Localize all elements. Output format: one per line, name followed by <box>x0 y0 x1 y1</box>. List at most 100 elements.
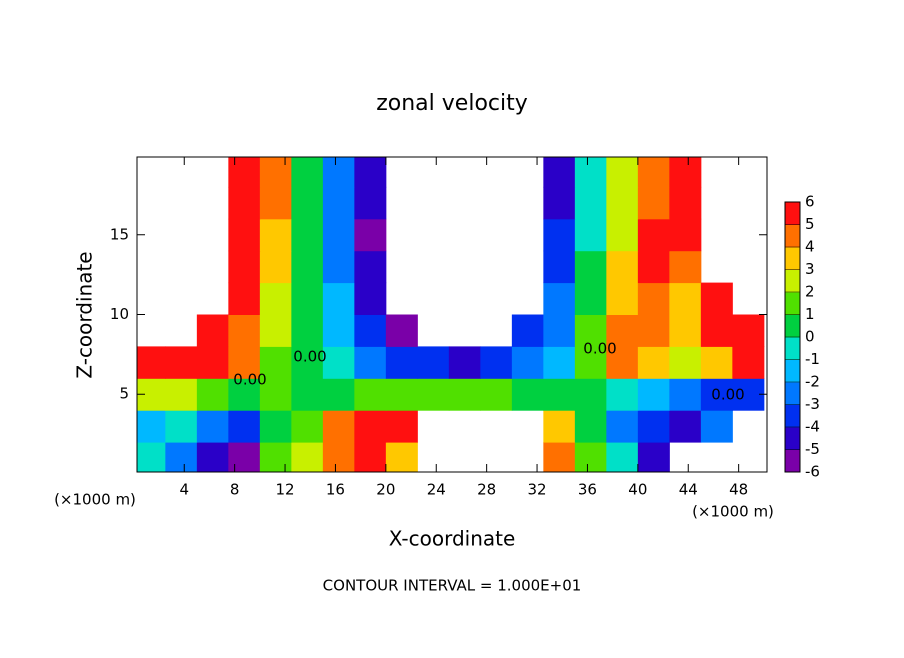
colorbar-label: -3 <box>805 395 820 413</box>
field-cell <box>322 378 355 411</box>
field-cell <box>291 250 324 284</box>
field-cell <box>291 157 324 188</box>
field-cell <box>543 282 576 315</box>
field-cell <box>228 442 261 472</box>
field-cell <box>228 186 261 220</box>
field-cell <box>543 378 576 411</box>
x-tick-label: 36 <box>578 481 597 499</box>
field-cell <box>385 410 418 443</box>
field-cell <box>700 410 733 443</box>
colorbar-label: 4 <box>805 238 815 256</box>
field-cell <box>637 157 670 188</box>
field-cell <box>385 346 418 379</box>
field-cell <box>700 282 733 315</box>
field-cell <box>637 378 670 411</box>
field-cell <box>669 157 702 188</box>
field-cell <box>385 378 418 411</box>
x-tick-label: 16 <box>326 481 345 499</box>
field-cell <box>259 442 292 472</box>
colorbar-bin <box>785 292 800 315</box>
field-cell <box>606 442 639 472</box>
field-cell <box>165 346 198 379</box>
field-cell <box>354 346 387 379</box>
field-cell <box>354 378 387 411</box>
field-cell <box>606 157 639 188</box>
field-cell <box>137 346 166 379</box>
chart-title: zonal velocity <box>376 91 528 116</box>
field-cell <box>228 282 261 315</box>
field-cell <box>606 314 639 347</box>
field-cell <box>196 346 229 379</box>
field-cell <box>291 346 324 379</box>
x-tick-label: 28 <box>477 481 496 499</box>
field-cell <box>574 218 607 252</box>
field-cell <box>700 314 733 347</box>
field-cell <box>543 186 576 220</box>
field-cell <box>574 157 607 188</box>
field-cell <box>732 346 765 379</box>
field-cell <box>448 378 481 411</box>
colorbar-bin <box>785 202 800 225</box>
x-tick-label: 40 <box>628 481 647 499</box>
y-tick-label: 10 <box>110 305 129 323</box>
field-cell <box>669 346 702 379</box>
field-cell <box>543 442 576 472</box>
field-cell <box>574 378 607 411</box>
field-cell <box>637 410 670 443</box>
colorbar-label: -2 <box>805 373 820 391</box>
x-tick-label: 20 <box>376 481 395 499</box>
field-cell <box>543 346 576 379</box>
field-cell <box>228 346 261 379</box>
field-cell <box>574 442 607 472</box>
x-tick-label: 44 <box>679 481 698 499</box>
field-cell <box>669 186 702 220</box>
field-cell <box>228 410 261 443</box>
field-cell <box>606 282 639 315</box>
field-cell <box>259 250 292 284</box>
contour-label: 0.00 <box>293 348 326 366</box>
field-cell <box>637 218 670 252</box>
x-unit: (×1000 m) <box>54 491 136 509</box>
field-cell <box>259 186 292 220</box>
field-cell <box>480 378 513 411</box>
field-cell <box>291 282 324 315</box>
field-cell <box>291 378 324 411</box>
field-cell <box>669 410 702 443</box>
field-cell <box>137 442 166 472</box>
field-cell <box>669 378 702 411</box>
colorbar-bin <box>785 224 800 248</box>
x-tick-label: 8 <box>230 481 240 499</box>
field-cell <box>669 250 702 284</box>
field-cell <box>354 186 387 220</box>
colorbar-label: -4 <box>805 418 820 436</box>
field-cell <box>511 314 544 347</box>
field-cell <box>637 282 670 315</box>
x-tick-label: 32 <box>528 481 547 499</box>
field-cell <box>606 378 639 411</box>
field-cell <box>606 346 639 379</box>
contour-label: 0.00 <box>233 371 266 389</box>
field-cell <box>637 442 670 472</box>
contour-label: 0.00 <box>583 340 616 358</box>
x-axis-label: X-coordinate <box>389 527 516 551</box>
field-cell <box>543 157 576 188</box>
colorbar-label: -6 <box>805 463 820 481</box>
field-cell <box>228 314 261 347</box>
x-tick-label: 24 <box>427 481 446 499</box>
field <box>137 157 765 472</box>
field-cell <box>354 157 387 188</box>
colorbar-bin <box>785 382 800 405</box>
colorbar-label: 2 <box>805 283 815 301</box>
field-cell <box>543 250 576 284</box>
field-cell <box>259 378 292 411</box>
colorbar-bin <box>785 269 800 293</box>
field-cell <box>606 250 639 284</box>
field-cell <box>196 378 229 411</box>
field-cell <box>354 282 387 315</box>
field-cell <box>354 250 387 284</box>
field-cell <box>322 250 355 284</box>
field-cell <box>259 314 292 347</box>
field-cell <box>637 250 670 284</box>
colorbar-bin <box>785 427 800 450</box>
field-cell <box>574 346 607 379</box>
